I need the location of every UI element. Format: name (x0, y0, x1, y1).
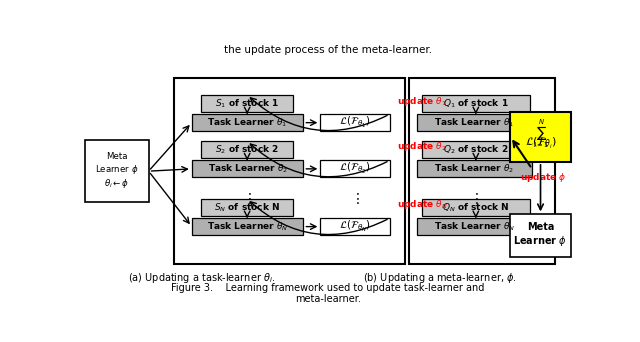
Bar (422, 95, 530, 112)
Bar (511, 214, 570, 256)
Text: Task Learner $\theta_1$: Task Learner $\theta_1$ (434, 116, 515, 129)
Text: Meta
Learner $\phi$: Meta Learner $\phi$ (513, 222, 568, 249)
Text: Task Learner $\theta_N$: Task Learner $\theta_N$ (434, 220, 515, 233)
Bar (409, 78, 555, 264)
Text: $S_N$ of stock N: $S_N$ of stock N (214, 201, 280, 214)
Text: $\vdots$: $\vdots$ (470, 192, 479, 206)
Text: (b) Updating a meta-learner, $\phi$.: (b) Updating a meta-learner, $\phi$. (363, 271, 516, 285)
Text: $Q_N$ of stock N: $Q_N$ of stock N (442, 201, 509, 214)
Bar (422, 141, 530, 158)
Text: $Q_2$ of stock 2: $Q_2$ of stock 2 (443, 143, 509, 156)
Text: $\mathcal{L}(\mathcal{F}_{\theta_2})$: $\mathcal{L}(\mathcal{F}_{\theta_2})$ (339, 161, 371, 176)
Text: $\vdots$: $\vdots$ (350, 192, 360, 206)
Text: update $\theta_N$: update $\theta_N$ (397, 198, 448, 211)
Text: (a) Updating a task-learner $\theta_i$.: (a) Updating a task-learner $\theta_i$. (128, 271, 275, 285)
Text: $\vdots$: $\vdots$ (243, 192, 252, 206)
Text: Figure 3.    Learning framework used to update task-learner and: Figure 3. Learning framework used to upd… (172, 283, 484, 293)
Text: Task Learner $\theta_N$: Task Learner $\theta_N$ (207, 220, 288, 233)
Bar (201, 141, 293, 158)
Bar (192, 114, 303, 131)
Text: update $\phi$: update $\phi$ (520, 171, 567, 184)
Bar (320, 160, 390, 177)
Text: Meta
Learner $\phi$
$\theta_i \leftarrow \phi$: Meta Learner $\phi$ $\theta_i \leftarrow… (95, 152, 139, 190)
Bar (417, 114, 532, 131)
Text: Task Learner $\theta_2$: Task Learner $\theta_2$ (207, 162, 287, 175)
Bar (192, 160, 303, 177)
Text: update $\theta_1$: update $\theta_1$ (397, 95, 447, 108)
Text: $S_1$ of stock 1: $S_1$ of stock 1 (215, 97, 279, 110)
Bar (511, 112, 570, 162)
Text: meta-learner.: meta-learner. (295, 294, 361, 304)
Bar (86, 140, 148, 202)
Bar (422, 199, 530, 216)
Text: $Q_1$ of stock 1: $Q_1$ of stock 1 (443, 97, 509, 110)
Bar (417, 160, 532, 177)
Text: the update process of the meta-learner.: the update process of the meta-learner. (224, 45, 432, 55)
Bar (201, 95, 293, 112)
Bar (174, 78, 405, 264)
Text: $S_2$ of stock 2: $S_2$ of stock 2 (215, 143, 279, 156)
Text: update $\theta_2$: update $\theta_2$ (397, 140, 447, 153)
Bar (320, 218, 390, 235)
Text: $\mathcal{L}(\mathcal{F}_{\theta_i})$: $\mathcal{L}(\mathcal{F}_{\theta_i})$ (525, 135, 556, 150)
Bar (201, 199, 293, 216)
Bar (320, 114, 390, 131)
Text: Task Learner $\theta_2$: Task Learner $\theta_2$ (435, 162, 515, 175)
Text: Task Learner $\theta_1$: Task Learner $\theta_1$ (207, 116, 287, 129)
Text: $\sum_{i=1}^{N}$: $\sum_{i=1}^{N}$ (532, 117, 548, 150)
Bar (417, 218, 532, 235)
Text: $\mathcal{L}(\mathcal{F}_{\theta_N})$: $\mathcal{L}(\mathcal{F}_{\theta_N})$ (339, 219, 371, 234)
Text: $\mathcal{L}(\mathcal{F}_{\theta_1})$: $\mathcal{L}(\mathcal{F}_{\theta_1})$ (339, 115, 371, 130)
Bar (192, 218, 303, 235)
